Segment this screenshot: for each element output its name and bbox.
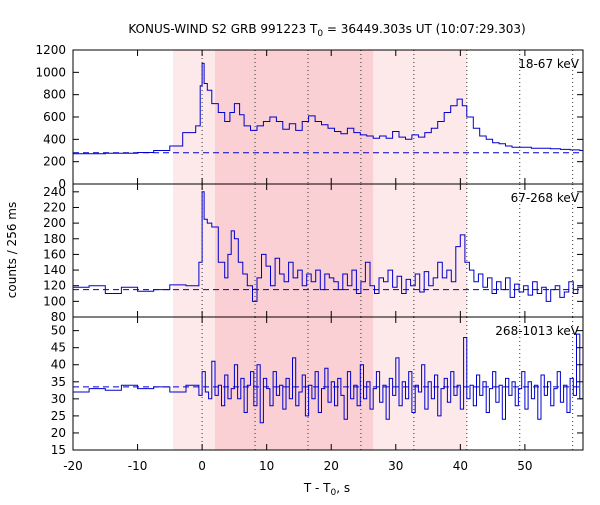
y-tick-label: 220 [43, 200, 66, 214]
y-tick-label: 200 [43, 216, 66, 230]
y-tick-label: 0 [58, 177, 66, 191]
shaded-region-2 [215, 184, 374, 317]
y-tick-label: 400 [43, 132, 66, 146]
light-curve-series [73, 62, 583, 155]
y-tick-label: 1000 [35, 65, 66, 79]
y-tick-label: 45 [51, 341, 66, 355]
panel-1: 0 200 400 600 800 1000 1200 18-67 keV [35, 43, 584, 191]
x-axis-label: T - T0, s [303, 481, 350, 498]
y-tick-label: 35 [51, 375, 66, 389]
light-curve-series [73, 191, 583, 302]
y-tick-label: 25 [51, 409, 66, 423]
y-tick-label: 1200 [35, 43, 66, 57]
x-tick-label: -10 [128, 459, 148, 473]
y-tick-label: 15 [51, 443, 66, 457]
y-tick-label: 160 [43, 247, 66, 261]
panel-3: 15 20 25 30 35 40 45 50 268-1013 keV [51, 316, 584, 457]
x-tick-label: 10 [259, 459, 274, 473]
y-tick-label: 600 [43, 110, 66, 124]
panel-plot-area [73, 184, 583, 317]
y-tick-label: 800 [43, 88, 66, 102]
panel-frame [72, 316, 584, 451]
y-axis-label: counts / 256 ms [5, 202, 19, 298]
y-tick-label: 20 [51, 426, 66, 440]
shaded-region-2 [215, 317, 374, 450]
y-tick-label: 180 [43, 232, 66, 246]
energy-band-label: 67-268 keV [511, 191, 580, 205]
shaded-region-2 [215, 50, 374, 184]
y-tick-label: 40 [51, 358, 66, 372]
y-tick-label: 140 [43, 263, 66, 277]
light-curve-series [73, 333, 583, 424]
y-tick-label: 50 [51, 324, 66, 338]
x-tick-label: -20 [63, 459, 83, 473]
chart-title-subscript: 0 [317, 29, 323, 39]
chart-title: KONUS-WIND S2 GRB 991223 T0 = 36449.303s… [128, 22, 525, 39]
y-tick-label: 100 [43, 294, 66, 308]
y-tick-label: 240 [43, 185, 66, 199]
x-tick-label: 20 [324, 459, 339, 473]
x-axis-label-subscript: 0 [331, 488, 337, 498]
y-tick-label: 30 [51, 392, 66, 406]
energy-band-label: 18-67 keV [518, 57, 580, 71]
y-tick-label: 120 [43, 279, 66, 293]
x-tick-label: 50 [517, 459, 532, 473]
panel-plot-area [73, 50, 583, 184]
x-tick-label: 0 [198, 459, 206, 473]
y-tick-label: 200 [43, 155, 66, 169]
y-tick-label: 80 [51, 310, 66, 324]
energy-band-label: 268-1013 keV [495, 324, 579, 338]
panel-plot-area [73, 317, 583, 450]
x-tick-label: 40 [453, 459, 468, 473]
x-tick-label: 30 [388, 459, 403, 473]
